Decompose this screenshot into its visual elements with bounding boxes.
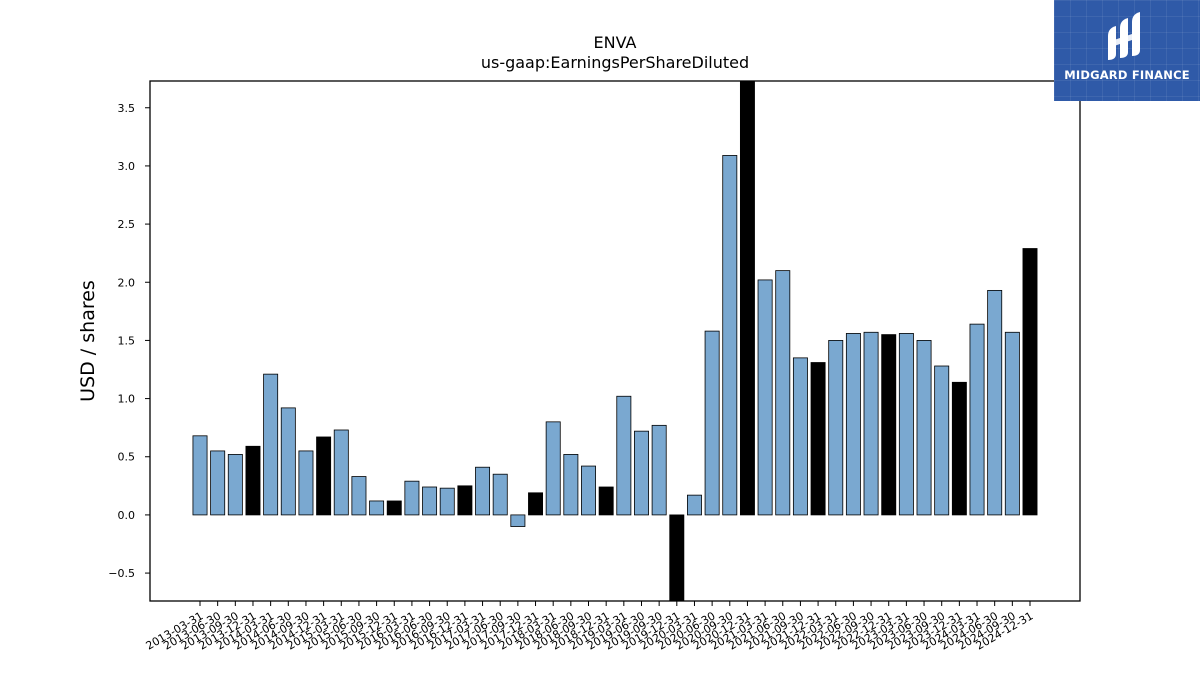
bar-2014-03-31 [263, 373, 279, 516]
bar-2024-06-30 [987, 289, 1003, 516]
bar-2016-09-30 [439, 487, 455, 516]
bar-2019-12-31 [669, 514, 685, 602]
bar-2023-09-30 [934, 365, 950, 516]
bar-2021-06-30 [775, 270, 791, 516]
bar-2019-03-31 [616, 395, 632, 516]
bar-2023-06-30 [916, 340, 932, 516]
midgard-finance-logo-icon [1108, 12, 1140, 60]
bar-2024-03-31 [969, 323, 985, 516]
bar-2023-03-31 [898, 333, 914, 516]
bar-2013-06-30 [210, 450, 226, 516]
bar-2013-03-31 [192, 435, 208, 516]
y-tick-label: 3.5 [118, 102, 136, 115]
bar-2017-06-30 [492, 473, 508, 516]
bar-2024-12-31 [1022, 248, 1038, 516]
bar-2018-06-30 [563, 454, 579, 516]
y-tick-label: 0.5 [118, 451, 136, 464]
chart-title: ENVA [594, 33, 637, 52]
bar-2016-03-31 [404, 480, 420, 516]
bar-2014-09-30 [298, 450, 314, 516]
y-axis-label: USD / shares [77, 280, 99, 402]
y-tick-label: 2.5 [118, 218, 136, 231]
y-tick-label: −0.5 [108, 567, 135, 580]
brand-logo: MIDGARD FINANCE [1054, 0, 1200, 101]
y-tick-label: 2.0 [118, 276, 136, 289]
bar-2021-12-31 [810, 362, 826, 516]
bar-2022-09-30 [863, 331, 879, 516]
bar-2022-12-31 [881, 334, 897, 516]
bar-2016-06-30 [422, 486, 438, 516]
bar-2020-09-30 [722, 155, 738, 516]
bar-2013-09-30 [227, 454, 243, 516]
y-axis: −0.5 0.0 0.5 1.0 1.5 2.0 2.5 3.0 3.5 [108, 102, 150, 580]
bars-layer [192, 80, 1038, 602]
bar-2015-06-30 [351, 476, 367, 516]
logo-text: MIDGARD FINANCE [1064, 68, 1190, 82]
bar-2017-03-31 [475, 466, 491, 516]
bar-2014-12-31 [316, 436, 332, 516]
bar-2015-12-31 [386, 500, 402, 516]
bar-2020-06-30 [704, 330, 720, 516]
bar-2018-03-31 [545, 421, 561, 516]
y-tick-label: 3.0 [118, 160, 136, 173]
bar-2018-12-31 [598, 486, 614, 516]
bar-2018-09-30 [581, 465, 596, 516]
plot-frame [149, 80, 1081, 602]
bar-2022-03-31 [828, 340, 844, 516]
bar-2019-06-30 [634, 430, 649, 516]
bar-2023-12-31 [951, 381, 967, 516]
bar-2014-06-30 [280, 407, 296, 516]
bar-2024-09-30 [1004, 331, 1020, 516]
y-tick-label: 0.0 [118, 509, 136, 522]
y-tick-label: 1.5 [118, 334, 136, 347]
x-axis: 2013-03-312013-06-302013-09-302013-12-31… [144, 601, 1036, 653]
bar-2013-12-31 [245, 445, 261, 516]
bar-2016-12-31 [457, 485, 473, 516]
bar-2020-03-31 [687, 494, 702, 516]
bar-2017-09-30 [510, 514, 526, 527]
bar-2015-03-31 [333, 429, 349, 516]
chart-subtitle: us-gaap:EarningsPerShareDiluted [481, 53, 749, 72]
y-tick-label: 1.0 [118, 393, 136, 406]
bar-2015-09-30 [369, 500, 385, 516]
bar-2020-12-31 [739, 80, 755, 516]
bar-2017-12-31 [528, 492, 543, 516]
bar-2022-06-30 [845, 333, 861, 516]
bar-2021-03-31 [757, 279, 773, 516]
bar-2019-09-30 [651, 424, 667, 516]
bar-2021-09-30 [792, 357, 808, 516]
